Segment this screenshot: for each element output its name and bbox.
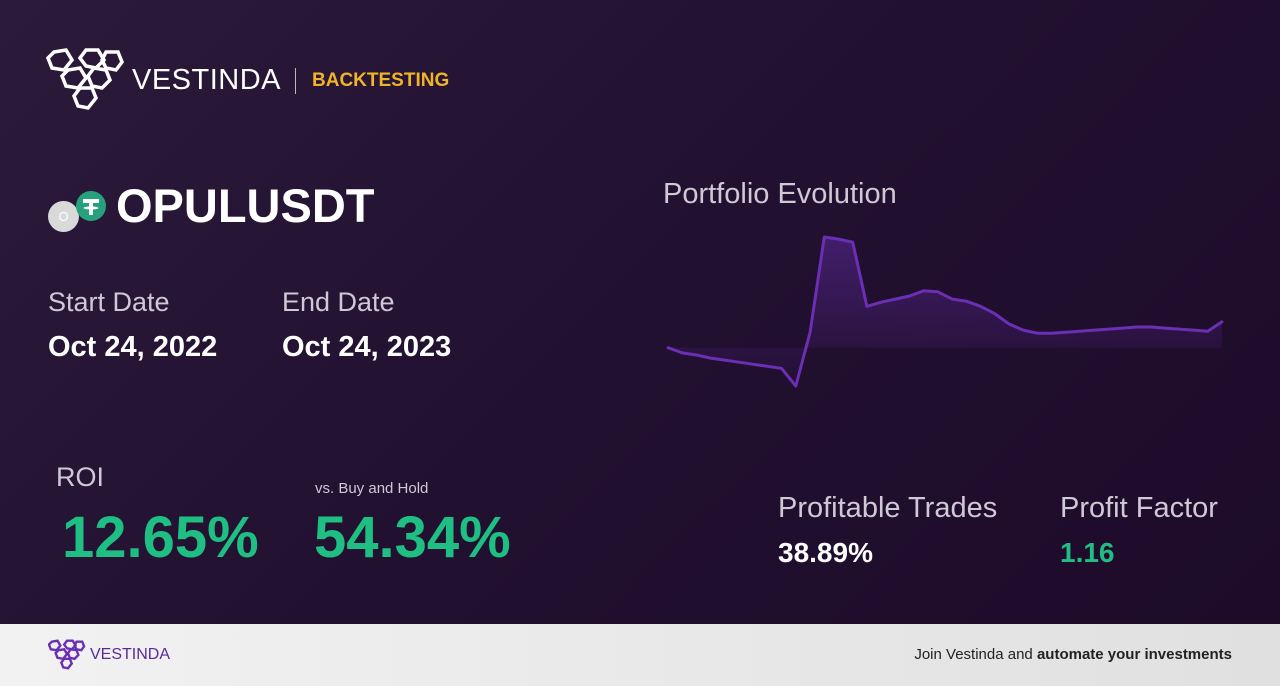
roi-label: ROI — [56, 462, 105, 492]
tether-icon — [76, 191, 106, 221]
factor-value: 1.16 — [1060, 537, 1115, 568]
end-value: Oct 24, 2023 — [282, 331, 452, 363]
portfolio-chart — [666, 235, 1224, 388]
portfolio-line — [666, 235, 1224, 388]
footer-cta: Join Vestinda and automate your investme… — [914, 646, 1232, 663]
cta-plain: Join Vestinda and — [914, 646, 1033, 663]
footer-logo — [48, 639, 86, 670]
start-value: Oct 24, 2022 — [48, 331, 218, 363]
factor-label: Profit Factor — [1060, 492, 1218, 524]
token-icon: O — [48, 201, 79, 232]
token-symbol: OPULUSDT — [116, 179, 375, 232]
footer: VESTINDA Join Vestinda and automate your… — [0, 624, 1280, 686]
end-label: End Date — [282, 287, 395, 317]
logo — [46, 48, 124, 110]
divider — [295, 68, 296, 94]
footer-brand: VESTINDA — [90, 646, 171, 663]
bh-label: vs. Buy and Hold — [315, 480, 429, 497]
section-label: BACKTESTING — [312, 70, 450, 91]
profitable-label: Profitable Trades — [778, 492, 998, 524]
portfolio-area — [668, 237, 1222, 386]
roi-value: 12.65% — [62, 505, 259, 570]
bh-value: 54.34% — [314, 505, 511, 570]
profitable-value: 38.89% — [778, 537, 873, 568]
card: VESTINDA BACKTESTING O OPULUSDT Start Da… — [0, 0, 1280, 624]
start-label: Start Date — [48, 287, 170, 317]
cta-bold[interactable]: automate your investments — [1036, 646, 1232, 663]
chart-title: Portfolio Evolution — [663, 178, 897, 210]
brand: VESTINDA — [132, 64, 282, 96]
